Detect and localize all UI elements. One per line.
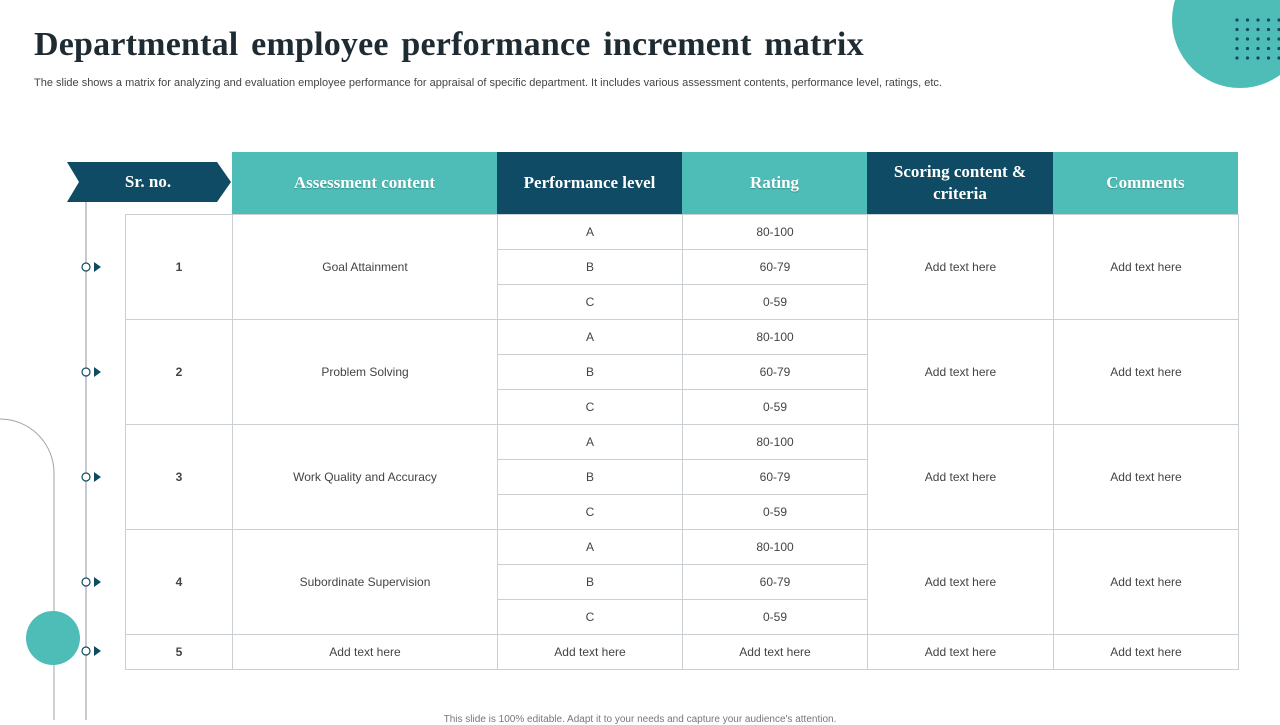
top-right-decoration bbox=[1172, 0, 1280, 88]
header-scoring-criteria: Scoring content & criteria bbox=[867, 152, 1053, 214]
comments-cell: Add text here bbox=[1053, 214, 1239, 320]
rating-cell: 60-79 bbox=[682, 354, 868, 390]
assessment-content-cell: Subordinate Supervision bbox=[232, 529, 498, 635]
performance-level-cell: A bbox=[497, 424, 683, 460]
scoring-criteria-cell: Add text here bbox=[867, 634, 1054, 670]
arrow-banner-shape bbox=[67, 162, 231, 202]
scoring-criteria-cell: Add text here bbox=[867, 424, 1054, 530]
rating-cell: 80-100 bbox=[682, 529, 868, 565]
performance-level-cell: B bbox=[497, 459, 683, 495]
performance-level-cell: A bbox=[497, 319, 683, 355]
rating-cell: 0-59 bbox=[682, 494, 868, 530]
header-comments: Comments bbox=[1053, 152, 1238, 214]
rating-cell: 80-100 bbox=[682, 214, 868, 250]
circle-arrow-node-icon bbox=[81, 646, 101, 656]
performance-level-cell: B bbox=[497, 249, 683, 285]
sr-number-cell: 5 bbox=[125, 634, 233, 670]
performance-level-cell: A bbox=[497, 529, 683, 565]
rating-cell: 60-79 bbox=[682, 564, 868, 600]
scoring-criteria-cell: Add text here bbox=[867, 214, 1054, 320]
sr-number-cell: 4 bbox=[125, 529, 233, 635]
rating-cell: Add text here bbox=[682, 634, 868, 670]
comments-cell: Add text here bbox=[1053, 634, 1239, 670]
sr-number-cell: 3 bbox=[125, 424, 233, 530]
page-subtitle: The slide shows a matrix for analyzing a… bbox=[34, 77, 942, 89]
performance-level-cell: B bbox=[497, 564, 683, 600]
assessment-content-cell: Goal Attainment bbox=[232, 214, 498, 320]
comments-cell: Add text here bbox=[1053, 319, 1239, 425]
rating-cell: 60-79 bbox=[682, 459, 868, 495]
performance-level-cell: C bbox=[497, 494, 683, 530]
assessment-content-cell: Problem Solving bbox=[232, 319, 498, 425]
performance-level-cell: Add text here bbox=[497, 634, 683, 670]
comments-cell: Add text here bbox=[1053, 529, 1239, 635]
circle-arrow-node-icon bbox=[81, 366, 101, 377]
rating-cell: 0-59 bbox=[682, 599, 868, 635]
left-decoration bbox=[0, 202, 87, 720]
performance-level-cell: A bbox=[497, 214, 683, 250]
circle-arrow-node-icon bbox=[81, 576, 101, 587]
header-rating: Rating bbox=[682, 152, 867, 214]
rating-cell: 60-79 bbox=[682, 249, 868, 285]
page-title: Departmental employee performance increm… bbox=[34, 26, 864, 63]
sr-number-cell: 1 bbox=[125, 214, 233, 320]
scoring-criteria-cell: Add text here bbox=[867, 529, 1054, 635]
header-assessment-content: Assessment content bbox=[232, 152, 497, 214]
performance-level-cell: C bbox=[497, 389, 683, 425]
rating-cell: 80-100 bbox=[682, 424, 868, 460]
circle-arrow-node-icon bbox=[81, 261, 101, 272]
performance-level-cell: C bbox=[497, 284, 683, 320]
circle-arrow-node-icon bbox=[81, 471, 101, 482]
dot-grid-icon bbox=[1235, 18, 1280, 60]
header-sr-no: Sr. no. bbox=[124, 172, 172, 191]
rating-cell: 0-59 bbox=[682, 389, 868, 425]
scoring-criteria-cell: Add text here bbox=[867, 319, 1054, 425]
comments-cell: Add text here bbox=[1053, 424, 1239, 530]
teal-circle-decoration bbox=[26, 611, 80, 665]
assessment-content-cell: Add text here bbox=[232, 634, 498, 670]
sr-number-cell: 2 bbox=[125, 319, 233, 425]
rating-cell: 80-100 bbox=[682, 319, 868, 355]
header-performance-level: Performance level bbox=[497, 152, 682, 214]
assessment-content-cell: Work Quality and Accuracy bbox=[232, 424, 498, 530]
performance-level-cell: C bbox=[497, 599, 683, 635]
rating-cell: 0-59 bbox=[682, 284, 868, 320]
performance-level-cell: B bbox=[497, 354, 683, 390]
